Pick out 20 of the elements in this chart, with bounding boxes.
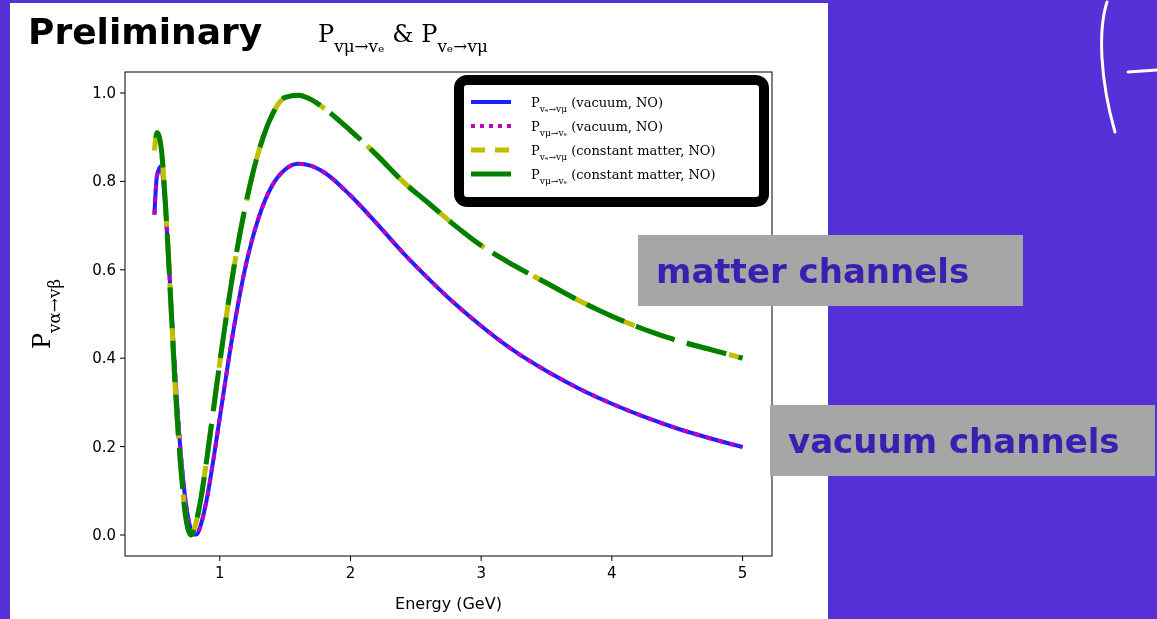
legend-label: P$_{vₑ→vμ}$ (constant matter, NO): [531, 143, 716, 162]
y-tick-label: 0.2: [92, 437, 116, 456]
annotation: matter channels: [656, 250, 970, 291]
legend-label: P$_{vμ→vₑ}$ (constant matter, NO): [531, 167, 716, 186]
x-axis-title: Energy (GeV): [395, 594, 502, 613]
y-tick-label: 0.6: [92, 260, 116, 279]
x-tick-label: 2: [345, 564, 356, 582]
y-tick-label: 1.0: [92, 84, 116, 102]
chart-subtitle: P$_{vμ→vₑ}$ & P$_{vₑ→vμ}$: [318, 20, 488, 56]
x-tick-label: 1: [214, 564, 225, 582]
text: vacuum channels: [788, 420, 1120, 461]
y-tick-label: 0.4: [92, 349, 116, 368]
y-tick-label: 0.8: [92, 172, 116, 191]
legend-label: P$_{vₑ→vμ}$ (vacuum, NO): [531, 95, 664, 114]
y-tick-label: 0.0: [92, 526, 116, 544]
legend-label: P$_{vμ→vₑ}$ (vacuum, NO): [531, 119, 664, 138]
chart-title: Preliminary: [28, 11, 263, 52]
x-tick-label: 4: [607, 564, 617, 582]
x-tick-label: 5: [737, 564, 748, 582]
x-tick-label: 3: [476, 564, 486, 582]
